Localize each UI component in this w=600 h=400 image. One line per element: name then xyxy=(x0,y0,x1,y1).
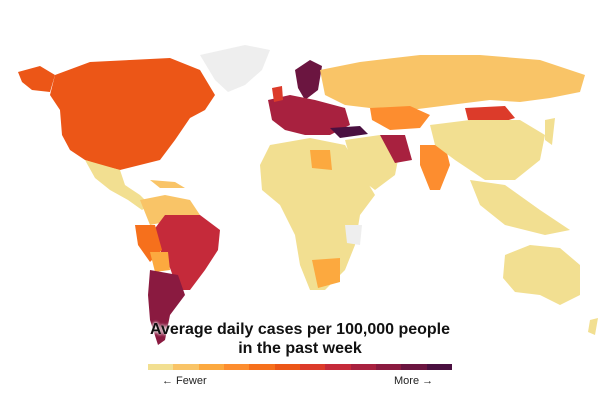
legend-swatch-10 xyxy=(375,364,402,370)
region-alaska[interactable] xyxy=(18,66,55,92)
region-new-zealand[interactable] xyxy=(588,318,598,335)
region-africa[interactable] xyxy=(260,138,375,290)
legend-swatch-5 xyxy=(249,364,275,370)
legend-swatch-1 xyxy=(148,364,174,370)
legend-swatch-4 xyxy=(223,364,250,370)
legend-swatch-6 xyxy=(274,364,300,370)
legend-fewer-label: ← Fewer xyxy=(162,375,207,387)
region-argentina-chile[interactable] xyxy=(148,270,185,345)
legend-swatch-2 xyxy=(173,364,199,370)
legend-swatch-8 xyxy=(325,364,351,370)
region-uk[interactable] xyxy=(272,86,283,102)
legend-swatch-12 xyxy=(426,364,452,370)
region-australia[interactable] xyxy=(503,245,580,305)
map-title: Average daily cases per 100,000 people i… xyxy=(100,320,500,358)
region-north-america[interactable] xyxy=(50,58,215,170)
region-southeast-asia[interactable] xyxy=(470,180,570,235)
legend-swatch-7 xyxy=(299,364,326,370)
region-caribbean[interactable] xyxy=(150,180,185,188)
region-china-east-asia[interactable] xyxy=(430,120,545,180)
region-southern-africa[interactable] xyxy=(312,258,340,288)
region-bolivia[interactable] xyxy=(150,252,170,272)
region-libya[interactable] xyxy=(310,150,332,170)
color-scale-legend xyxy=(148,364,452,370)
title-line-2: in the past week xyxy=(238,340,362,357)
title-line-1: Average daily cases per 100,000 people xyxy=(149,321,451,338)
region-brazil[interactable] xyxy=(150,215,220,290)
legend-swatch-9 xyxy=(350,364,376,370)
region-india[interactable] xyxy=(420,145,450,190)
region-russia[interactable] xyxy=(320,55,585,110)
region-turkey[interactable] xyxy=(330,126,368,138)
legend-swatch-3 xyxy=(198,364,224,370)
region-western-europe[interactable] xyxy=(268,95,350,135)
region-scandinavia[interactable] xyxy=(295,60,322,100)
region-mexico[interactable] xyxy=(85,160,150,210)
region-no-data-africa[interactable] xyxy=(345,225,362,245)
legend-more-label: More → xyxy=(394,375,434,387)
region-kazakhstan[interactable] xyxy=(370,106,430,130)
region-japan[interactable] xyxy=(545,118,555,145)
legend-swatch-11 xyxy=(401,364,427,370)
region-greenland[interactable] xyxy=(200,45,270,92)
region-iran[interactable] xyxy=(380,135,412,163)
